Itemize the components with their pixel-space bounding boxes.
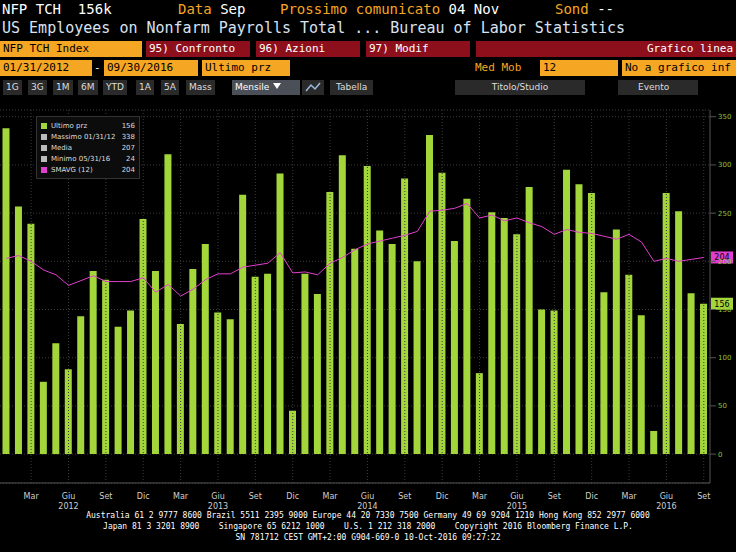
html-text:Data Sep: Data Sep — [178, 1, 246, 17]
html-text:NFP TCH Index: NFP TCH Index — [3, 42, 90, 55]
svg-text:300: 300 — [718, 161, 728, 169]
html-text:24: 24 — [126, 154, 135, 163]
html-text:12: 12 — [543, 61, 557, 74]
html-text:1A: 1A — [139, 82, 151, 92]
html-text:Grafico linea: Grafico linea — [646, 42, 733, 55]
svg-text:Mar: Mar — [621, 492, 637, 501]
svg-text:Mar: Mar — [323, 492, 339, 501]
html-text:6M: 6M — [81, 82, 95, 92]
svg-text:Dic: Dic — [137, 492, 150, 501]
svg-text:50: 50 — [718, 402, 727, 410]
svg-text:Giu: Giu — [660, 492, 674, 501]
svg-text:350: 350 — [718, 113, 728, 121]
html-text:207: 207 — [121, 143, 135, 152]
svg-text:Giu: Giu — [361, 492, 375, 501]
html-text:Evento: Evento — [638, 82, 670, 92]
html-text:YTD: YTD — [106, 82, 124, 92]
svg-text:Set: Set — [548, 492, 561, 501]
html-text:Mensile: Mensile — [235, 82, 270, 92]
html-text:3G: 3G — [31, 82, 44, 92]
svg-text:2016: 2016 — [656, 502, 676, 509]
svg-text:2013: 2013 — [208, 502, 228, 509]
html-text:Ultimo prz: Ultimo prz — [205, 61, 272, 74]
html-text:Australia 61 2 9777 8600 Brazi: Australia 61 2 9777 8600 Brazil 5511 239… — [86, 511, 650, 520]
svg-text:Mar: Mar — [472, 492, 488, 501]
html-text:09/30/2016: 09/30/2016 — [107, 61, 174, 74]
svg-text:Set: Set — [697, 492, 710, 501]
html-text:01/31/2012: 01/31/2012 — [3, 61, 70, 74]
html-text:96) Azioni: 96) Azioni — [259, 42, 326, 55]
svg-text:Giu: Giu — [62, 492, 76, 501]
svg-text:Giu: Giu — [510, 492, 524, 501]
html-text:Sond --: Sond -- — [555, 1, 614, 17]
html-text:SMAVG (12): SMAVG (12) — [51, 165, 93, 174]
html-text:95) Confronto: 95) Confronto — [149, 42, 236, 55]
html-text:Japan 81 3 3201 8900 Singapore: Japan 81 3 3201 8900 Singapore 65 6212 1… — [103, 522, 633, 531]
svg-text:100: 100 — [718, 354, 728, 362]
html-text:1G: 1G — [6, 82, 19, 92]
html-text:338: 338 — [121, 132, 135, 141]
html-text:156: 156 — [121, 121, 135, 130]
svg-text:Mar: Mar — [173, 492, 189, 501]
svg-text:Set: Set — [398, 492, 411, 501]
html-text:1M: 1M — [56, 82, 70, 92]
html-text:Tabella: Tabella — [336, 82, 368, 92]
svg-text:Set: Set — [99, 492, 112, 501]
html-text:204: 204 — [121, 165, 135, 174]
html-text:97) Modif: 97) Modif — [369, 42, 429, 55]
html-text:Mass: Mass — [189, 82, 212, 92]
svg-text:0: 0 — [718, 451, 722, 459]
svg-text:150: 150 — [718, 306, 728, 314]
html-text:SN 781712 CEST GMT+2:00 G904-6: SN 781712 CEST GMT+2:00 G904-669-0 10-Oc… — [235, 533, 501, 542]
html-text:No a grafico inf: No a grafico inf — [625, 61, 731, 74]
svg-text:2015: 2015 — [507, 502, 527, 509]
svg-text:Giu: Giu — [211, 492, 225, 501]
html-text:5A: 5A — [164, 82, 176, 92]
html-text:Massimo 01/31/12: Massimo 01/31/12 — [51, 132, 116, 141]
html-text:Minimo 05/31/16: Minimo 05/31/16 — [51, 154, 111, 163]
html-text:US Employees on Nonfarm Payrol: US Employees on Nonfarm Payrolls Total .… — [2, 19, 626, 37]
svg-text:200: 200 — [718, 258, 728, 266]
svg-text:Dic: Dic — [286, 492, 299, 501]
svg-text:Dic: Dic — [436, 492, 449, 501]
html-text:Prossimo comunicato 04 Nov: Prossimo comunicato 04 Nov — [280, 1, 500, 17]
html-text:NFP TCH 156k: NFP TCH 156k — [2, 1, 112, 17]
html-text:Med Mob: Med Mob — [475, 61, 522, 74]
html-text:Media: Media — [51, 143, 72, 152]
svg-text:Mar: Mar — [24, 492, 40, 501]
svg-text:Set: Set — [249, 492, 262, 501]
svg-text:2012: 2012 — [58, 502, 78, 509]
svg-text:Dic: Dic — [585, 492, 598, 501]
html-text:Titolo/Studio: Titolo/Studio — [491, 82, 549, 92]
svg-text:250: 250 — [718, 210, 728, 218]
html-text:Ultimo prz: Ultimo prz — [51, 121, 88, 130]
svg-text:2014: 2014 — [357, 502, 377, 509]
